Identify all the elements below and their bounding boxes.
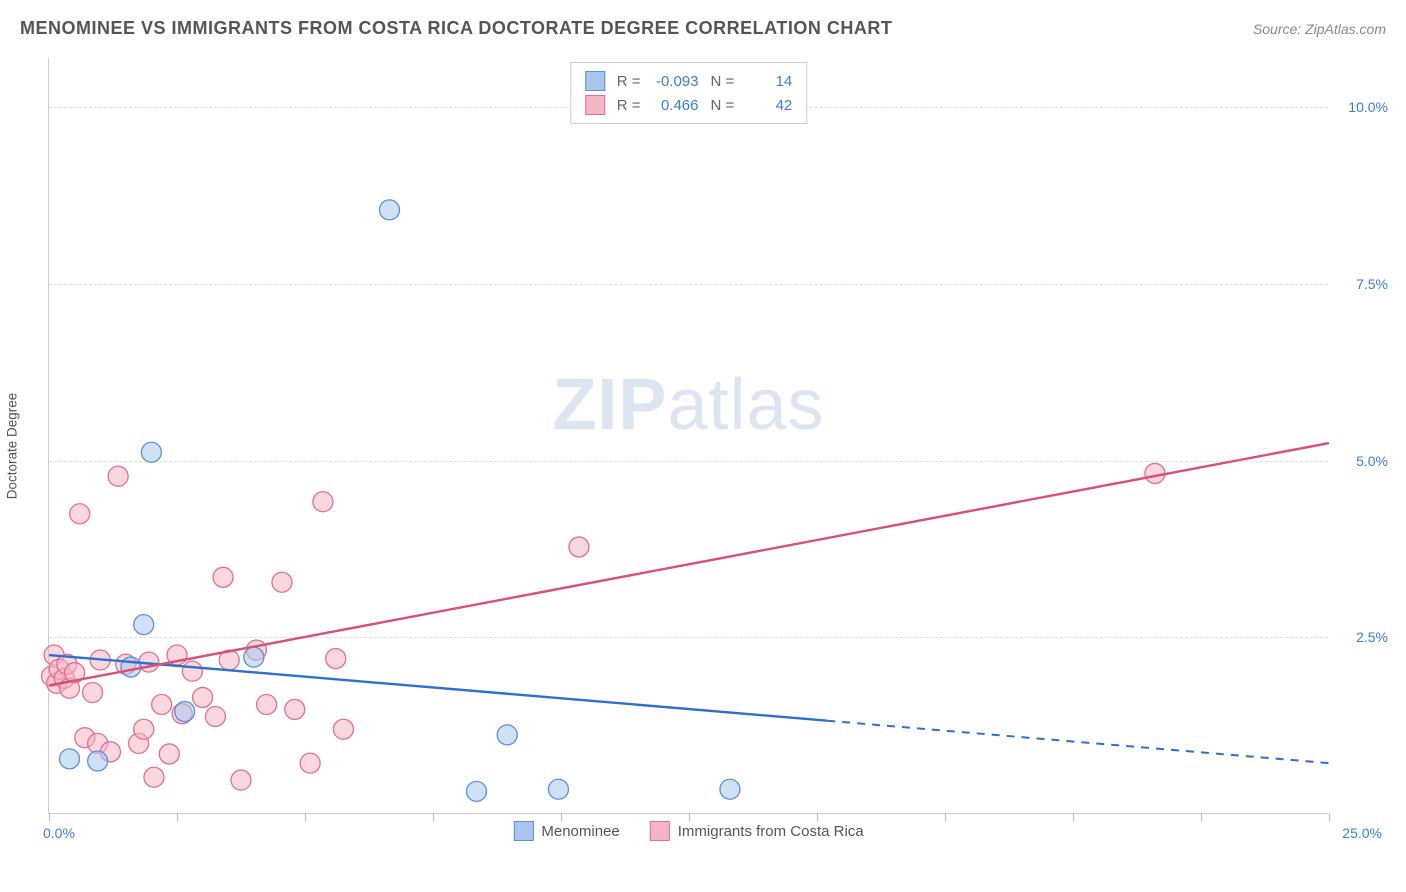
r-value-1: 0.466 (649, 97, 699, 114)
data-point (175, 702, 195, 722)
y-axis-tick-label: 10.0% (1348, 99, 1388, 115)
plot-area: ZIPatlas R = -0.093 N = 14 R = 0.466 N =… (48, 58, 1328, 814)
legend-item-costarica: Immigrants from Costa Rica (650, 821, 864, 841)
data-point (83, 682, 103, 702)
chart-container: ZIPatlas R = -0.093 N = 14 R = 0.466 N =… (48, 58, 1328, 814)
data-point (379, 200, 399, 220)
stats-row-costarica: R = 0.466 N = 42 (585, 93, 793, 117)
y-axis-tick-label: 7.5% (1356, 276, 1388, 292)
legend-label: Menominee (541, 823, 619, 840)
regression-line (49, 443, 1329, 685)
data-point (497, 725, 517, 745)
bottom-legend: Menominee Immigrants from Costa Rica (513, 821, 863, 841)
x-axis-tick (1201, 813, 1202, 821)
stats-legend-box: R = -0.093 N = 14 R = 0.466 N = 42 (570, 62, 808, 124)
scatter-layer (49, 58, 1329, 814)
data-point (88, 751, 108, 771)
chart-title: MENOMINEE VS IMMIGRANTS FROM COSTA RICA … (20, 18, 892, 39)
data-point (720, 779, 740, 799)
n-value-1: 42 (742, 97, 792, 114)
data-point (59, 749, 79, 769)
n-label: N = (711, 97, 735, 114)
n-value-0: 14 (742, 73, 792, 90)
x-axis-tick (433, 813, 434, 821)
x-axis-tick (305, 813, 306, 821)
x-axis-label-left: 0.0% (43, 825, 75, 841)
x-axis-tick (49, 813, 50, 821)
data-point (121, 657, 141, 677)
x-axis-tick (561, 813, 562, 821)
data-point (70, 504, 90, 524)
data-point (108, 466, 128, 486)
swatch-pink (585, 95, 605, 115)
data-point (134, 719, 154, 739)
r-label: R = (617, 97, 641, 114)
data-point (205, 706, 225, 726)
data-point (313, 492, 333, 512)
x-axis-tick (945, 813, 946, 821)
data-point (285, 699, 305, 719)
x-axis-tick (689, 813, 690, 821)
swatch-blue (585, 71, 605, 91)
r-label: R = (617, 73, 641, 90)
data-point (244, 647, 264, 667)
x-axis-tick (817, 813, 818, 821)
data-point (144, 767, 164, 787)
y-axis-tick-label: 5.0% (1356, 453, 1388, 469)
y-axis-title: Doctorate Degree (5, 393, 20, 500)
data-point (326, 649, 346, 669)
x-axis-tick (177, 813, 178, 821)
data-point (182, 661, 202, 681)
source-attribution: Source: ZipAtlas.com (1253, 21, 1386, 37)
regression-line-extrapolated (827, 721, 1329, 763)
data-point (272, 572, 292, 592)
data-point (300, 753, 320, 773)
data-point (213, 567, 233, 587)
data-point (1145, 463, 1165, 483)
swatch-pink (650, 821, 670, 841)
data-point (152, 694, 172, 714)
x-axis-label-right: 25.0% (1342, 825, 1382, 841)
swatch-blue (513, 821, 533, 841)
data-point (548, 779, 568, 799)
data-point (569, 537, 589, 557)
stats-row-menominee: R = -0.093 N = 14 (585, 69, 793, 93)
data-point (193, 687, 213, 707)
data-point (134, 615, 154, 635)
x-axis-tick (1073, 813, 1074, 821)
x-axis-tick (1329, 813, 1330, 821)
y-axis-tick-label: 2.5% (1356, 629, 1388, 645)
data-point (467, 781, 487, 801)
data-point (141, 442, 161, 462)
n-label: N = (711, 73, 735, 90)
data-point (333, 719, 353, 739)
data-point (231, 770, 251, 790)
data-point (257, 694, 277, 714)
legend-label: Immigrants from Costa Rica (678, 823, 864, 840)
legend-item-menominee: Menominee (513, 821, 619, 841)
data-point (159, 744, 179, 764)
r-value-0: -0.093 (649, 73, 699, 90)
